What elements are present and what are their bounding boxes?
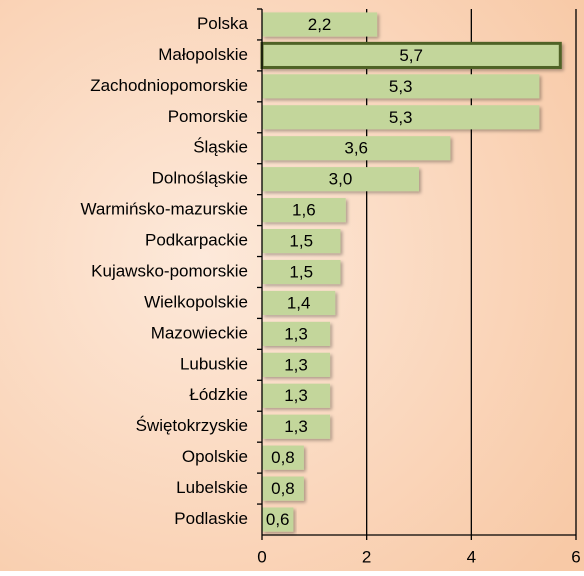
y-tick-label: Mazowieckie: [151, 323, 248, 342]
value-label: 1,3: [284, 355, 308, 374]
x-tick-label: 6: [571, 547, 580, 566]
y-tick-label: Opolskie: [182, 447, 248, 466]
bar: [262, 414, 331, 439]
y-tick-label: Świętokrzyskie: [136, 416, 248, 435]
y-tick-label: Polska: [197, 14, 249, 33]
y-tick-label: Kujawsko-pomorskie: [91, 261, 248, 280]
bar: [262, 105, 540, 130]
value-label: 1,3: [284, 386, 308, 405]
y-tick-label: Śląskie: [193, 138, 248, 157]
x-tick-label: 2: [362, 547, 371, 566]
y-tick-label: Lubelskie: [176, 478, 248, 497]
x-tick-label: 0: [257, 547, 266, 566]
y-tick-label: Podkarpackie: [145, 231, 248, 250]
y-tick-label: Małopolskie: [158, 45, 248, 64]
value-label: 5,3: [389, 108, 413, 127]
y-tick-label: Pomorskie: [168, 107, 248, 126]
bar: [262, 352, 331, 377]
bar: [262, 476, 304, 501]
y-tick-label: Wielkopolskie: [144, 292, 248, 311]
value-label: 1,5: [289, 232, 313, 251]
x-tick-label: 4: [467, 547, 476, 566]
value-label: 3,0: [329, 170, 353, 189]
bar: [262, 198, 346, 223]
value-label: 0,8: [271, 479, 295, 498]
y-tick-label: Warmińsko-mazurskie: [80, 200, 248, 219]
value-label: 2,2: [308, 15, 332, 34]
bar: [262, 228, 341, 254]
value-label: 1,3: [284, 324, 308, 343]
bar: [262, 383, 331, 408]
value-label: 1,5: [289, 262, 313, 281]
value-label: 1,3: [284, 417, 308, 436]
y-tick-label: Łódzkie: [189, 385, 248, 404]
bar: [262, 74, 540, 99]
bar: [262, 290, 336, 316]
value-label: 1,6: [292, 201, 316, 220]
value-label: 3,6: [344, 139, 368, 158]
y-tick-label: Zachodniopomorskie: [90, 76, 248, 95]
value-label: 0,8: [271, 448, 295, 467]
bar: [262, 12, 378, 37]
bar: [262, 507, 294, 532]
bar: [262, 445, 304, 470]
value-label: 5,7: [399, 46, 423, 65]
y-tick-label: Lubuskie: [180, 354, 248, 373]
y-tick-label: Podlaskie: [174, 509, 248, 528]
bar: [262, 321, 331, 346]
y-tick-label: Dolnośląskie: [152, 169, 248, 188]
value-label: 5,3: [389, 77, 413, 96]
value-label: 1,4: [287, 293, 311, 312]
bar: [262, 259, 341, 285]
bar: [262, 136, 451, 161]
value-label: 0,6: [266, 510, 290, 529]
bar: [262, 167, 419, 192]
